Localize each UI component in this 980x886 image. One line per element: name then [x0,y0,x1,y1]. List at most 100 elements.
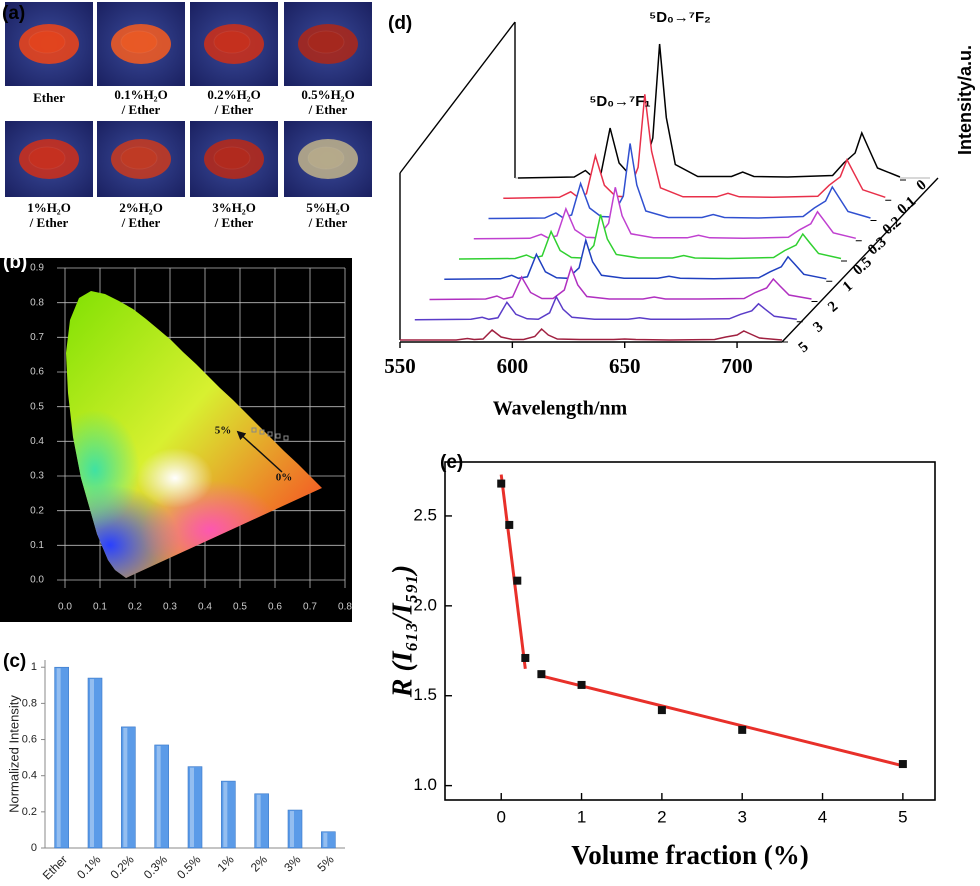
y-tick-label: 0.4 [30,436,44,447]
bar-highlight [123,727,128,847]
y-tick-label: 2.5 [413,505,437,524]
panel-label: (a) [2,3,25,24]
photo-sample-core [120,146,158,170]
x-tick-label: 0.7 [303,602,317,613]
bar-highlight [223,782,228,847]
data-point [898,760,907,769]
data-point [505,520,514,529]
data-point [521,653,530,662]
y-tick-label: 1.5 [413,685,437,704]
bar-highlight [190,767,194,847]
curve-fill [414,296,797,323]
x-tick-label: 5% [315,852,337,874]
spectrum-line [488,143,871,220]
data-point [497,479,506,488]
x-tick-label: 1% [215,852,237,874]
curve-fill [503,94,886,202]
y-tick-label: 0.5 [30,401,44,412]
photo-caption: / Ether [121,215,161,230]
box-edge [399,21,516,174]
y-axis-label: Normalized Intensity [6,695,21,813]
y-tick-label: 0.0 [30,575,44,586]
panel-label: (d) [388,13,412,34]
spectrum-line [429,265,812,301]
spectrum-line [517,43,901,179]
curve-fill [473,187,856,242]
photo-caption: / Ether [214,102,254,117]
y-tick-label: 0.8 [30,297,44,308]
spectrum-line [444,237,827,281]
y-tick-label: 1.0 [413,775,437,794]
y-tick-label: 0.6 [22,733,37,745]
plot-frame [444,461,936,801]
legend-label: 0.3 [865,234,890,258]
annotation: ⁵D₀→⁷F₂ [649,9,711,26]
photo-sample-core [28,30,66,54]
bar [154,744,169,849]
bar-highlight [56,668,61,847]
annotation: 5% [215,425,232,437]
spectrum-line [473,187,856,240]
x-tick-label: 5 [898,807,907,826]
y-tick-label: 0.7 [30,332,44,343]
bar [321,831,336,849]
x-tick-label: 4 [818,807,827,826]
photo-sample-core [213,146,251,170]
x-tick-label: 0.5% [174,852,203,881]
photo-caption: 0.1%H₂O [114,87,167,102]
photo-caption: 2%H₂O [119,200,163,215]
x-axis-label: Wavelength/nm [493,398,628,420]
x-axis-label: Volume fraction (%) [571,840,808,870]
photo-sample-core [307,146,345,170]
photo-sample-core [213,30,251,54]
legend-label: 5 [796,339,812,356]
spectrum-line [400,327,783,341]
bar [221,780,236,849]
spectrum-line [458,214,842,260]
x-tick-label: Ether [40,852,70,882]
bar-highlight [156,745,161,847]
curve-fill [488,143,871,222]
curve-fill [518,44,900,181]
y-tick-label: 0.4 [22,770,37,782]
y-tick-label: 0.3 [30,471,44,482]
bar [87,677,103,849]
bar [54,666,69,849]
photo-caption: 0.2%H₂O [207,87,260,102]
curve-fill [400,329,782,343]
photo-sample-core [120,30,158,54]
legend-label: 3 [810,319,826,336]
data-point [537,670,546,679]
fit-line [541,674,904,768]
x-tick-label: 0.1% [74,852,103,881]
y-tick-label: 2.0 [413,595,437,614]
y-tick-label: 0.1 [30,540,44,551]
x-tick-label: 0.2 [128,602,142,613]
bar-highlight [290,811,294,847]
y-tick-label: 0.2 [30,505,44,516]
bar-highlight [256,794,261,847]
photo-caption: 3%H₂O [212,200,256,215]
y-tick-label: 1 [31,661,37,673]
photo-caption: / Ether [29,215,69,230]
legend-label: 0.5 [850,254,875,278]
x-tick-label: 3 [737,807,746,826]
x-tick-label: 0.4 [198,602,212,613]
photo-caption: / Ether [308,102,348,117]
x-tick-label: 700 [721,354,753,378]
x-tick-label: 1 [577,807,586,826]
data-point [513,576,522,585]
spectrum-line [414,295,797,321]
x-tick-label: 2 [657,807,666,826]
photo-caption: / Ether [308,215,348,230]
photo-caption: 1%H₂O [27,200,71,215]
panel-label: (c) [3,651,26,672]
cie-arrow [236,430,283,473]
curve-fill [444,240,827,283]
data-point [577,680,586,689]
legend-label: 2 [825,299,841,316]
y-axis-label: Intensity/a.u. [955,45,975,155]
x-tick-label: 550 [384,354,416,378]
depth-axis [781,177,939,343]
